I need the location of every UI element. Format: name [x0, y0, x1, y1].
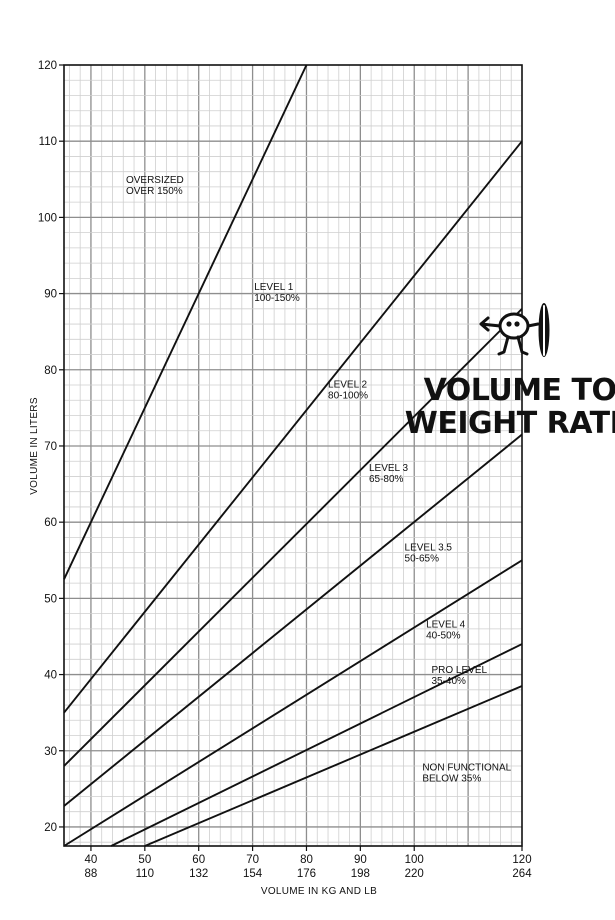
- series-line-3: [63, 308, 523, 767]
- x-tick-label-lb: 264: [512, 868, 532, 880]
- zone-label: LEVEL 4 40-50%: [426, 619, 466, 641]
- x-tick-label-lb: 110: [136, 868, 154, 880]
- chart-title-line-1: VOLUME TO: [424, 373, 615, 408]
- zone-label-name: NON FUNCTIONAL: [422, 763, 511, 774]
- y-tick-label: 50: [44, 593, 57, 605]
- series-line-4: [63, 433, 523, 807]
- x-tick-label-lb: 176: [297, 868, 316, 880]
- zone-label-range: OVER 150%: [126, 186, 183, 197]
- zone-label: LEVEL 1 100-150%: [254, 282, 300, 304]
- y-tick-label: 100: [38, 212, 57, 224]
- series-line-7: [144, 685, 523, 847]
- zone-label-name: PRO LEVEL: [431, 665, 487, 676]
- x-tick-label-lb: 220: [405, 868, 424, 880]
- x-axis-label: VOLUME IN KG AND LB: [261, 886, 377, 897]
- x-tick-label-kg: 50: [138, 854, 151, 866]
- x-tick-label-kg: 40: [85, 854, 98, 866]
- zone-label-range: 100-150%: [254, 293, 300, 304]
- y-tick-label: 40: [44, 670, 57, 682]
- zone-label-name: LEVEL 2: [328, 379, 368, 390]
- x-tick-label-kg: 100: [405, 854, 424, 866]
- y-axis-label: VOLUME IN LITERS: [29, 397, 40, 495]
- y-tick-label: 120: [38, 60, 57, 72]
- surfer-mascot-icon: [479, 303, 550, 357]
- x-tick-label-kg: 80: [300, 854, 313, 866]
- chart-grid: [64, 65, 522, 846]
- zone-label-range: 80-100%: [328, 390, 368, 401]
- y-tick-label: 80: [44, 365, 57, 377]
- zone-label: PRO LEVEL 35-40%: [431, 665, 487, 687]
- y-tick-label: 30: [44, 746, 57, 758]
- series-line-1: [63, 64, 308, 580]
- chart-title: VOLUME TO WEIGHT RATIO: [405, 373, 615, 441]
- chart-title-line-2: WEIGHT RATIO: [405, 406, 615, 441]
- zone-label: LEVEL 2 80-100%: [328, 379, 368, 401]
- y-tick-label: 60: [44, 517, 57, 529]
- series-line-2: [63, 140, 523, 714]
- x-tick-label-kg: 90: [354, 854, 367, 866]
- y-tick-label: 20: [44, 822, 57, 834]
- x-tick-label-kg: 60: [192, 854, 205, 866]
- y-tick-label: 70: [44, 441, 57, 453]
- series-lines: [63, 64, 523, 847]
- x-tick-label-kg: 70: [246, 854, 259, 866]
- zone-label-name: LEVEL 1: [254, 282, 294, 293]
- zone-label-name: LEVEL 4: [426, 619, 466, 630]
- plot-frame: [63, 64, 523, 847]
- y-tick-label: 110: [39, 136, 57, 148]
- y-tick-label: 90: [44, 289, 57, 301]
- zone-label: LEVEL 3.5 50-65%: [405, 542, 453, 564]
- zone-label-range: 40-50%: [426, 630, 461, 641]
- x-axis-ticks: 40 88 50 110 60 132 70 154 80 176 90 198 100 220 120 26…: [85, 846, 532, 880]
- y-axis-ticks: 20 30 40 50 60 70 80 90 100 110 120: [38, 60, 64, 834]
- x-tick-label-lb: 88: [85, 868, 98, 880]
- zone-labels: OVERSIZED OVER 150% LEVEL 1 100-150% LEVEL 2…: [126, 175, 512, 784]
- series-line-5: [63, 559, 523, 847]
- zone-label-name: LEVEL 3.5: [405, 542, 453, 553]
- zone-label-range: BELOW 35%: [422, 774, 481, 785]
- zone-label: OVERSIZED OVER 150%: [126, 175, 184, 197]
- x-tick-label-lb: 154: [243, 868, 263, 880]
- zone-label-range: 65-80%: [369, 474, 404, 485]
- x-tick-label-kg: 120: [512, 854, 531, 866]
- zone-label-name: LEVEL 3: [369, 463, 409, 474]
- zone-label: LEVEL 3 65-80%: [369, 463, 409, 485]
- zone-label-name: OVERSIZED: [126, 175, 184, 186]
- x-tick-label-lb: 198: [351, 868, 370, 880]
- x-tick-label-lb: 132: [189, 868, 208, 880]
- zone-label-range: 50-65%: [405, 553, 440, 564]
- zone-label: NON FUNCTIONAL BELOW 35%: [422, 763, 511, 785]
- zone-label-range: 35-40%: [431, 676, 466, 687]
- series-line-6: [110, 643, 523, 847]
